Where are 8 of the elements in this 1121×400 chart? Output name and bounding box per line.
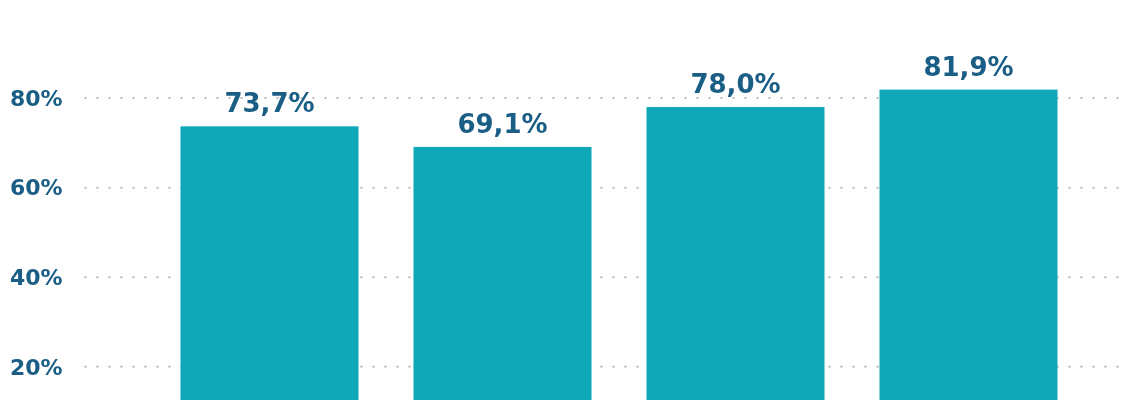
- y-tick-label: 60%: [10, 175, 63, 201]
- y-tick-label: 20%: [10, 354, 63, 380]
- y-tick-label: 40%: [10, 264, 63, 290]
- y-tick-label: 80%: [10, 85, 63, 111]
- data-label: 69,1%: [457, 108, 548, 139]
- data-label: 78,0%: [690, 69, 781, 100]
- data-label: 73,7%: [224, 88, 315, 119]
- data-label: 81,9%: [923, 51, 1014, 82]
